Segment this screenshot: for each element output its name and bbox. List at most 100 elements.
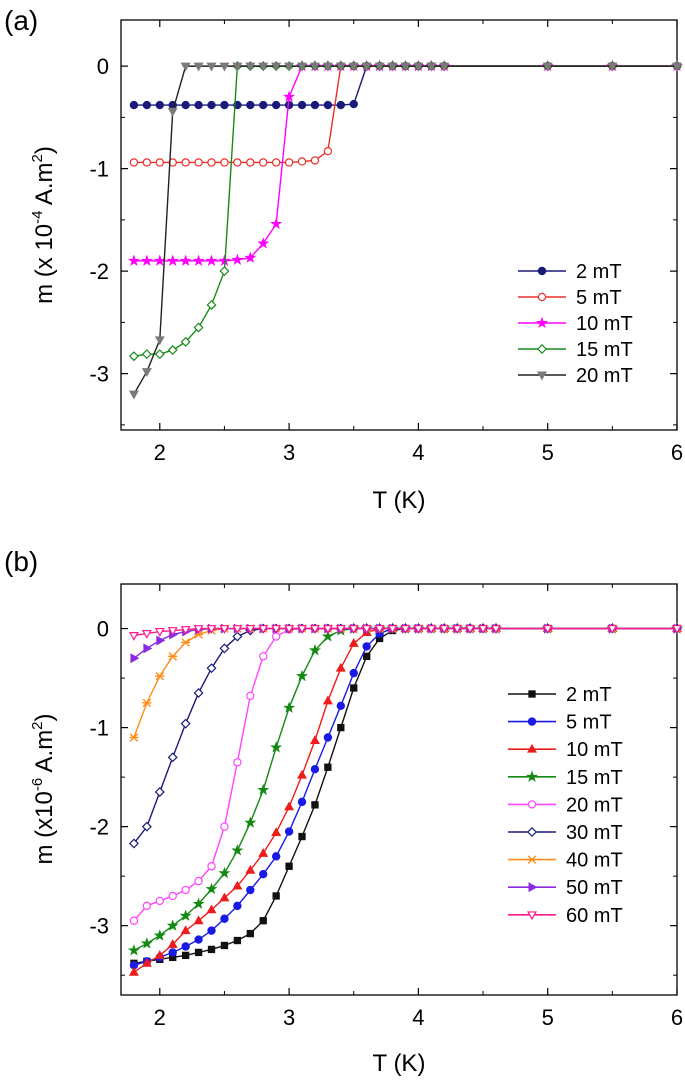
data-point: [309, 62, 320, 72]
legend-marker: [535, 316, 549, 329]
data-point: [284, 158, 294, 167]
y-axis-title-mid: A.m: [31, 162, 58, 210]
data-point: [220, 941, 229, 950]
data-point: [166, 254, 179, 266]
plot-area: [127, 59, 684, 400]
data-point: [232, 625, 243, 634]
data-point: [297, 157, 307, 166]
data-point: [297, 797, 307, 807]
y-axis-title-exp2: 2: [29, 154, 46, 162]
data-point: [180, 62, 191, 72]
legend-marker: [527, 743, 537, 753]
y-tick-label: -3: [89, 362, 109, 387]
x-tick-label: 6: [671, 1005, 683, 1030]
data-point: [232, 880, 243, 890]
legend-marker: [527, 800, 537, 809]
legend-item: 10 mT: [508, 739, 623, 761]
data-point: [140, 937, 153, 949]
x-tick-label: 6: [671, 440, 683, 465]
data-point: [181, 158, 190, 167]
data-point: [272, 892, 280, 900]
data-point: [361, 625, 372, 634]
data-point: [154, 950, 165, 959]
legend-label: 10 mT: [576, 313, 633, 335]
panel-label: (b): [4, 546, 38, 577]
legend-marker: [527, 911, 537, 921]
y-axis-title-exp2: 2: [29, 721, 46, 729]
legend-label: 40 mT: [566, 850, 623, 872]
data-point: [363, 652, 371, 660]
data-point: [271, 100, 281, 110]
data-point: [271, 827, 282, 837]
data-point: [140, 254, 153, 266]
data-point: [324, 763, 332, 771]
data-point: [270, 741, 283, 753]
data-point: [166, 919, 179, 931]
data-point: [426, 625, 437, 634]
data-point: [193, 687, 204, 698]
data-point: [207, 158, 216, 167]
data-point: [218, 866, 231, 879]
data-point: [259, 158, 268, 167]
data-point: [129, 916, 139, 925]
y-tick-label: -1: [89, 157, 109, 182]
chart-panel-b: (b)2 3 4 5 60-1-2-3T (K)m (x10-6 A.m2)2 mT5 …: [4, 546, 683, 1077]
data-point: [298, 832, 306, 841]
legend-label: 20 mT: [566, 794, 623, 816]
data-point: [284, 827, 294, 836]
data-point: [219, 266, 230, 277]
data-point: [154, 628, 165, 637]
legend-label: 2 mT: [576, 261, 622, 283]
data-point: [167, 939, 178, 948]
legend-item: 40 mT: [508, 850, 623, 872]
data-point: [413, 625, 424, 634]
legend-label: 30 mT: [566, 822, 623, 844]
data-point: [284, 801, 295, 811]
legend-label: 15 mT: [566, 767, 623, 789]
data-point: [439, 625, 450, 634]
data-point: [490, 625, 501, 634]
data-point: [245, 62, 256, 72]
data-point: [271, 62, 282, 72]
x-tick-label: 2: [154, 440, 166, 465]
data-point: [259, 652, 268, 661]
data-point: [439, 62, 450, 72]
y-axis-title-base: m (x10: [31, 791, 58, 864]
legend-label: 60 mT: [566, 905, 623, 927]
legend-label: 20 mT: [576, 365, 633, 387]
data-point: [154, 336, 165, 346]
legend-marker: [525, 770, 539, 782]
data-point: [181, 951, 190, 960]
data-point: [310, 100, 320, 110]
data-point: [374, 62, 385, 72]
y-axis-title-mid: A.m: [31, 730, 58, 778]
data-point: [297, 62, 308, 72]
data-point: [180, 925, 191, 935]
y-axis-title: m (x10-6 A.m2): [29, 713, 58, 864]
data-point: [362, 642, 371, 651]
data-point: [206, 625, 217, 634]
data-point: [155, 100, 164, 110]
legend-label: 50 mT: [566, 877, 623, 899]
data-point: [321, 630, 334, 642]
data-point: [335, 62, 346, 72]
plot-frame: [120, 19, 678, 431]
data-point: [295, 669, 309, 682]
data-point: [207, 945, 216, 954]
data-point: [194, 948, 203, 957]
data-point: [232, 631, 243, 642]
data-point: [542, 625, 553, 634]
y-axis-title-end: ): [31, 146, 58, 154]
data-point: [232, 62, 243, 72]
data-point: [271, 625, 282, 634]
data-point: [233, 901, 242, 911]
series-60-mT: [128, 625, 682, 641]
data-point: [246, 100, 255, 110]
data-point: [413, 62, 424, 72]
data-point: [128, 966, 139, 976]
legend-label: 5 mT: [576, 287, 622, 309]
data-point: [672, 625, 682, 634]
data-point: [349, 99, 358, 109]
data-point: [156, 635, 166, 646]
data-point: [194, 935, 203, 944]
